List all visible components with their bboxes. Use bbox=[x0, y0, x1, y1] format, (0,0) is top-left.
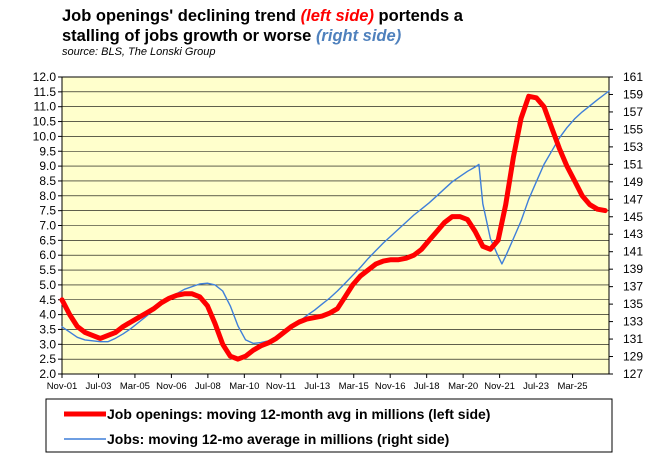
x-tick-label: Mar-10 bbox=[229, 381, 259, 392]
title-text-2a: stalling of jobs growth or worse bbox=[62, 27, 316, 45]
job-openings-line bbox=[59, 93, 608, 362]
left-axis-ticks: 2.02.53.03.54.04.55.05.56.06.57.07.58.08… bbox=[33, 70, 62, 381]
x-tick-label: Jul-03 bbox=[86, 381, 112, 392]
left-tick-label: 5.5 bbox=[39, 263, 56, 277]
left-tick-label: 9.0 bbox=[39, 159, 56, 173]
left-tick-label: 2.0 bbox=[39, 367, 56, 381]
title-text-1b: portends a bbox=[373, 7, 463, 25]
legend-label-jobs: Jobs: moving 12-mo average in millions (… bbox=[107, 431, 449, 447]
x-tick-label: Nov-06 bbox=[156, 381, 187, 392]
x-tick-label: Nov-21 bbox=[484, 381, 515, 392]
left-tick-label: 12.0 bbox=[33, 70, 57, 84]
x-tick-label: Mar-25 bbox=[557, 381, 587, 392]
right-tick-label: 127 bbox=[623, 367, 643, 381]
left-tick-label: 11.0 bbox=[34, 100, 57, 114]
x-tick-label: Jul-18 bbox=[414, 381, 440, 392]
right-tick-label: 141 bbox=[623, 245, 643, 259]
left-tick-label: 11.5 bbox=[34, 85, 57, 99]
right-tick-label: 133 bbox=[623, 315, 643, 329]
left-tick-label: 2.5 bbox=[39, 352, 56, 366]
title-line-1: Job openings' declining trend (left side… bbox=[62, 6, 463, 26]
left-tick-label: 4.5 bbox=[39, 293, 56, 307]
x-tick-label: Nov-11 bbox=[266, 381, 296, 392]
right-tick-label: 157 bbox=[623, 105, 643, 119]
legend: Job openings: moving 12-month avg in mil… bbox=[45, 398, 613, 453]
x-tick-label: Mar-15 bbox=[339, 381, 369, 392]
legend-label-job-openings: Job openings: moving 12-month avg in mil… bbox=[107, 406, 490, 422]
left-tick-label: 4.0 bbox=[39, 308, 56, 322]
left-tick-label: 3.5 bbox=[39, 322, 56, 336]
right-tick-label: 155 bbox=[623, 122, 643, 136]
legend-box bbox=[45, 398, 613, 453]
title-text-right-side: (right side) bbox=[315, 27, 402, 45]
right-tick-label: 153 bbox=[623, 140, 643, 154]
left-tick-label: 3.0 bbox=[39, 337, 56, 351]
title-line-2: stalling of jobs growth or worse (right … bbox=[62, 26, 463, 46]
right-tick-label: 149 bbox=[623, 175, 643, 189]
right-tick-label: 159 bbox=[623, 87, 643, 101]
right-tick-label: 137 bbox=[623, 280, 643, 294]
right-tick-label: 147 bbox=[623, 192, 643, 206]
left-tick-label: 10.0 bbox=[33, 129, 57, 143]
chart-title: Job openings' declining trend (left side… bbox=[62, 6, 463, 59]
right-axis-ticks: 127 129 131 133 135 137 139 141 143 145 147 149 151 1… bbox=[609, 70, 643, 381]
left-tick-label: 6.5 bbox=[39, 233, 56, 247]
x-tick-label: Nov-16 bbox=[375, 381, 406, 392]
x-tick-label: Jul-13 bbox=[304, 381, 330, 392]
right-tick-label: 129 bbox=[623, 350, 643, 364]
series-lines bbox=[59, 90, 610, 362]
title-text-left-side: (left side) bbox=[300, 7, 374, 25]
source-note: source: BLS, The Lonski Group bbox=[62, 46, 216, 58]
right-tick-label: 145 bbox=[623, 210, 643, 224]
right-tick-label: 161 bbox=[623, 70, 643, 84]
left-tick-label: 7.0 bbox=[39, 219, 56, 233]
title-text-1a: Job openings' declining trend bbox=[62, 7, 301, 25]
x-tick-label: Nov-01 bbox=[47, 381, 78, 392]
right-tick-label: 139 bbox=[623, 262, 643, 276]
x-tick-label: Jul-08 bbox=[195, 381, 221, 392]
x-tick-label: Jul-23 bbox=[523, 381, 549, 392]
x-axis-ticks: Nov-01 Jul-03 Mar-05 Nov-06 Jul-08 Mar-10 Nov-… bbox=[47, 374, 588, 392]
x-tick-label: Mar-05 bbox=[120, 381, 150, 392]
left-tick-label: 10.5 bbox=[33, 115, 57, 129]
left-tick-label: 9.5 bbox=[39, 144, 56, 158]
left-tick-label: 5.0 bbox=[39, 278, 56, 292]
right-tick-label: 131 bbox=[623, 332, 643, 346]
right-tick-label: 135 bbox=[623, 297, 643, 311]
left-tick-label: 6.0 bbox=[39, 248, 56, 262]
left-tick-label: 8.0 bbox=[39, 189, 56, 203]
left-tick-label: 8.5 bbox=[39, 174, 56, 188]
right-tick-label: 143 bbox=[623, 227, 643, 241]
x-tick-label: Mar-20 bbox=[448, 381, 478, 392]
left-tick-label: 7.5 bbox=[39, 204, 56, 218]
right-tick-label: 151 bbox=[623, 157, 643, 171]
